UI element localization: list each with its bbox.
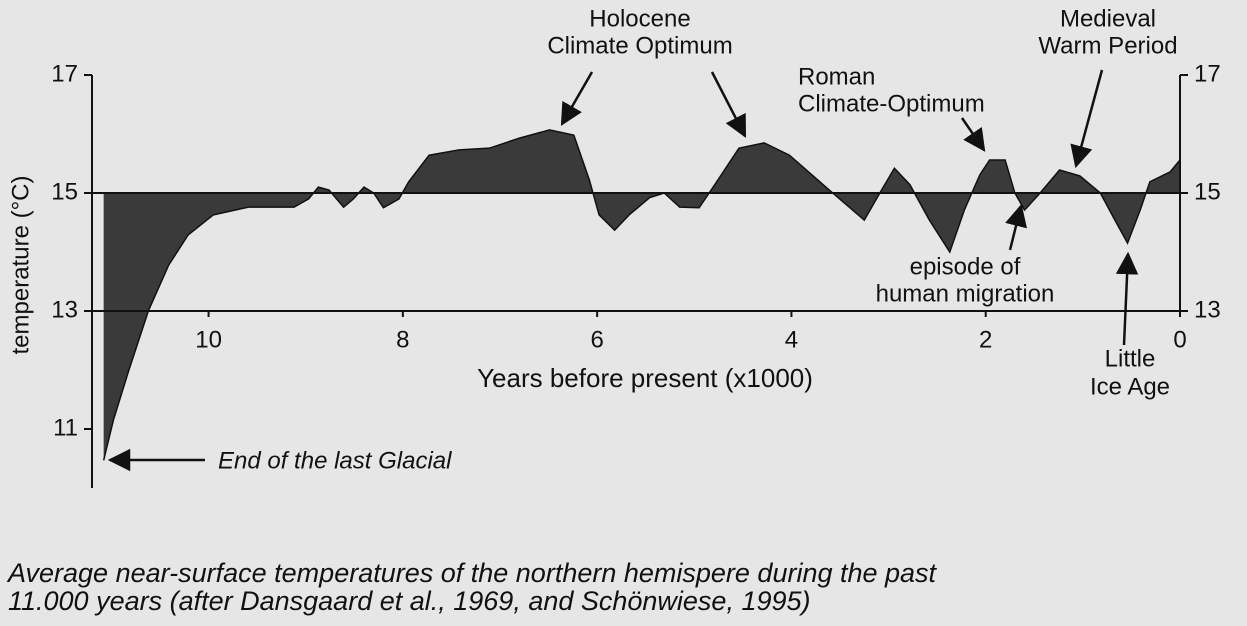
arrow: [710, 71, 747, 138]
annotation: Ice Age: [1090, 373, 1170, 400]
line: [102, 129, 1181, 461]
annotation: End of the last Glacial: [218, 447, 452, 474]
y-tick-label: 13: [51, 296, 78, 323]
x-tick-label: 0: [1173, 326, 1186, 353]
arrow: [1070, 69, 1104, 169]
arrow: [960, 117, 986, 152]
area-fill: [103, 129, 1181, 461]
arrow: [560, 71, 594, 126]
y-tick-label: 17: [51, 60, 78, 87]
caption: 11.000 years (after Dansgaard et al., 19…: [8, 586, 811, 616]
arrows: [107, 69, 1139, 472]
arrow: [1115, 251, 1139, 346]
x-axis-label: Years before present (x1000): [477, 363, 813, 393]
x-tick-label: 4: [785, 326, 798, 353]
caption: Average near-surface temperatures of the…: [6, 558, 938, 588]
x-tick-label: 2: [979, 326, 992, 353]
annotation: episode of: [910, 253, 1021, 280]
annotation: Roman: [798, 63, 875, 90]
y-tick-label: 15: [51, 178, 78, 205]
annotation: Climate-Optimum: [798, 90, 985, 117]
annotation: Warm Period: [1038, 32, 1177, 59]
x-tick-label: 8: [396, 326, 409, 353]
x-tick-label: 10: [195, 326, 222, 353]
y-tick-label: 11: [53, 414, 78, 441]
arrow: [1005, 203, 1028, 251]
plot: 11 13 15 17 13 15 17 10 8 6 4 2 0: [51, 60, 1221, 488]
y2-tick-label: 13: [1194, 296, 1221, 323]
y2-tick-label: 15: [1194, 178, 1221, 205]
annotation: Medieval: [1060, 5, 1156, 32]
annotation: Holocene: [589, 5, 690, 32]
annotation: human migration: [876, 280, 1055, 307]
y-axis-label: temperature (°C): [7, 176, 34, 355]
x-tick-label: 6: [590, 326, 603, 353]
annotation: Little: [1105, 345, 1156, 372]
y2-tick-label: 17: [1194, 60, 1221, 87]
annotation: Climate Optimum: [547, 32, 732, 59]
